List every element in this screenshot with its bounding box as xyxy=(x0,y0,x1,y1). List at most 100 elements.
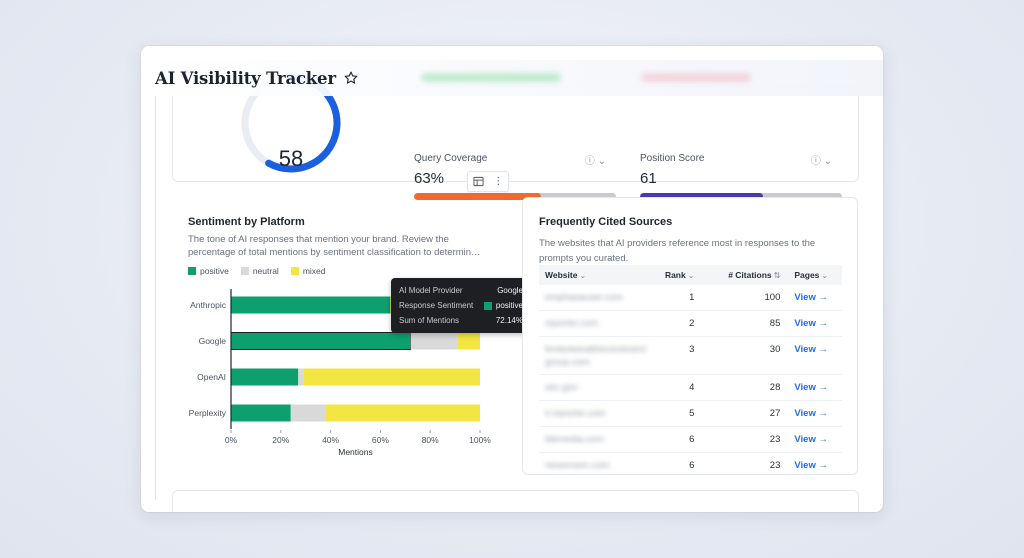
rank-cell: 5 xyxy=(689,408,695,419)
rank-cell: 3 xyxy=(689,344,695,355)
x-tick-label: 60% xyxy=(372,435,389,445)
app-window: AI Visibility Tracker 58 Query Coverage … xyxy=(141,46,883,512)
metric-label: Position Score xyxy=(640,153,705,164)
tooltip-row: Sum of Mentions 72.14% xyxy=(399,316,523,325)
view-pages-link[interactable]: View → xyxy=(794,344,828,355)
x-tick-label: 100% xyxy=(469,435,491,445)
citations-cell: 30 xyxy=(769,344,781,355)
chart-tooltip: AI Model Provider Google Response Sentime… xyxy=(391,278,531,333)
query-coverage-metric: Query Coverage ⓘ ⌄ 63% xyxy=(414,153,616,200)
x-axis-label: Mentions xyxy=(338,447,373,457)
column-website[interactable]: Website ⌄ xyxy=(545,270,587,280)
legend-swatch xyxy=(188,267,196,275)
sources-description: The websites that AI providers reference… xyxy=(539,238,816,264)
column-pages[interactable]: Pages ⌄ xyxy=(794,270,829,280)
x-tick-label: 20% xyxy=(272,435,289,445)
table-row: reporter.com 2 85 View → xyxy=(539,311,842,337)
next-card xyxy=(172,490,859,512)
website-cell[interactable]: reporter.com xyxy=(545,318,599,329)
sentiment-bar-chart: Anthropic Google OpenAI Perplexity 0% 20% 40% 6… xyxy=(189,289,491,457)
citations-cell: 23 xyxy=(769,460,781,471)
citations-cell: 23 xyxy=(769,434,781,445)
rank-cell: 4 xyxy=(689,382,695,393)
y-tick-label: Google xyxy=(199,336,227,346)
more-options-icon[interactable]: ⋮ xyxy=(493,176,504,187)
bar-mixed-perplexity[interactable] xyxy=(325,404,480,422)
page-title: AI Visibility Tracker xyxy=(155,68,336,88)
rank-cell: 2 xyxy=(689,318,695,329)
legend-swatch xyxy=(290,267,299,275)
bar-positive-anthropic[interactable] xyxy=(231,296,391,314)
metric-value: 63% xyxy=(414,170,445,187)
rank-cell: 1 xyxy=(689,292,695,303)
website-cell[interactable]: newsroom.com xyxy=(545,460,610,471)
view-pages-link[interactable]: View → xyxy=(794,460,828,471)
x-tick-label: 0% xyxy=(225,435,238,445)
bar-mixed-google[interactable] xyxy=(457,332,480,350)
bar-positive-perplexity[interactable] xyxy=(231,404,291,422)
table-row: ibkmedia.com 6 23 View → xyxy=(539,427,842,453)
column-rank[interactable]: Rank ⌄ xyxy=(664,270,695,280)
website-cell[interactable]: ibkmedia.com xyxy=(545,434,604,445)
view-pages-link[interactable]: View → xyxy=(794,292,828,303)
sources-title: Frequently Cited Sources xyxy=(539,216,673,228)
left-divider xyxy=(155,96,156,500)
bar-positive-openai[interactable] xyxy=(231,368,299,386)
view-pages-link[interactable]: View → xyxy=(794,408,828,419)
view-pages-link[interactable]: View → xyxy=(794,382,828,393)
sources-table: Website ⌄ Rank ⌄ # Citations ⇅ Pages ⌄ empha… xyxy=(539,265,842,474)
legend-item-neutral[interactable]: neutral xyxy=(240,266,279,276)
website-cell[interactable]: ir.reporter.com xyxy=(545,408,606,419)
positive-swatch xyxy=(483,301,492,310)
sentiment-description: The tone of AI responses that mention yo… xyxy=(188,234,481,258)
bar-positive-google[interactable] xyxy=(230,332,412,350)
tooltip-row: AI Model Provider Google xyxy=(399,286,523,295)
bar-neutral-google[interactable] xyxy=(410,332,458,350)
citations-cell: 27 xyxy=(769,408,781,419)
bar-neutral-openai[interactable] xyxy=(298,368,304,386)
view-pages-link[interactable]: View → xyxy=(794,434,828,445)
bar-neutral-perplexity[interactable] xyxy=(290,404,326,422)
y-tick-label: OpenAI xyxy=(197,372,226,382)
info-icon[interactable]: ⓘ ⌄ xyxy=(584,156,606,167)
table-row: ir.reporter.com 5 27 View → xyxy=(539,401,842,427)
y-tick-label: Anthropic xyxy=(190,300,227,310)
metric-label: Query Coverage xyxy=(414,153,488,164)
citations-cell: 85 xyxy=(769,318,781,329)
table-icon[interactable] xyxy=(473,176,484,187)
star-icon[interactable] xyxy=(343,70,359,86)
info-icon[interactable]: ⓘ ⌄ xyxy=(810,156,832,167)
website-cell[interactable]: sec.gov xyxy=(545,382,578,393)
progress-bar xyxy=(414,193,616,200)
sentiment-title: Sentiment by Platform xyxy=(188,216,305,228)
rank-cell: 6 xyxy=(689,460,695,471)
position-score-metric: Position Score ⓘ ⌄ 61 xyxy=(640,153,842,200)
view-pages-link[interactable]: View → xyxy=(794,318,828,329)
citations-cell: 100 xyxy=(764,292,781,303)
website-cell[interactable]: emphasauser.com xyxy=(545,292,623,303)
progress-fill xyxy=(414,193,542,200)
legend-item-positive[interactable]: positive xyxy=(188,266,229,276)
bar-mixed-openai[interactable] xyxy=(303,368,480,386)
x-tick-label: 40% xyxy=(322,435,339,445)
metric-value: 61 xyxy=(640,170,657,187)
rank-cell: 6 xyxy=(689,434,695,445)
citations-cell: 28 xyxy=(769,382,781,393)
website-cell[interactable]: limitedwealthinvestment group.com xyxy=(545,344,646,368)
visibility-score-card: 58 Query Coverage ⓘ ⌄ 63% Position Score… xyxy=(172,73,859,200)
y-tick-label: Perplexity xyxy=(189,408,227,418)
table-row: limitedwealthinvestment group.com 3 30 View… xyxy=(539,337,842,375)
column-citations[interactable]: # Citations ⇅ xyxy=(728,270,781,280)
card-toolbar: ⋮ xyxy=(467,171,509,192)
chart-legend: positive neutral mixed xyxy=(188,266,326,276)
table-row: emphasauser.com 1 100 View → xyxy=(539,285,842,311)
progress-bar xyxy=(640,193,842,200)
progress-fill xyxy=(640,193,764,200)
table-header: Website ⌄ Rank ⌄ # Citations ⇅ Pages ⌄ xyxy=(539,265,842,285)
x-tick-label: 80% xyxy=(422,435,439,445)
visibility-score-value: 58 xyxy=(278,146,304,171)
legend-swatch xyxy=(240,267,249,275)
legend-item-mixed[interactable]: mixed xyxy=(290,266,326,276)
tooltip-row: Response Sentiment positive xyxy=(399,301,523,310)
table-row: newsroom.com 6 23 View → xyxy=(539,453,842,474)
